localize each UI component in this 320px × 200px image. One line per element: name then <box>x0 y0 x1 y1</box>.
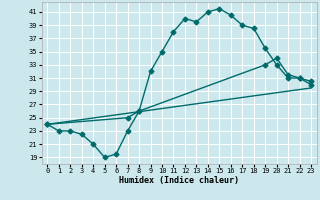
X-axis label: Humidex (Indice chaleur): Humidex (Indice chaleur) <box>119 176 239 185</box>
